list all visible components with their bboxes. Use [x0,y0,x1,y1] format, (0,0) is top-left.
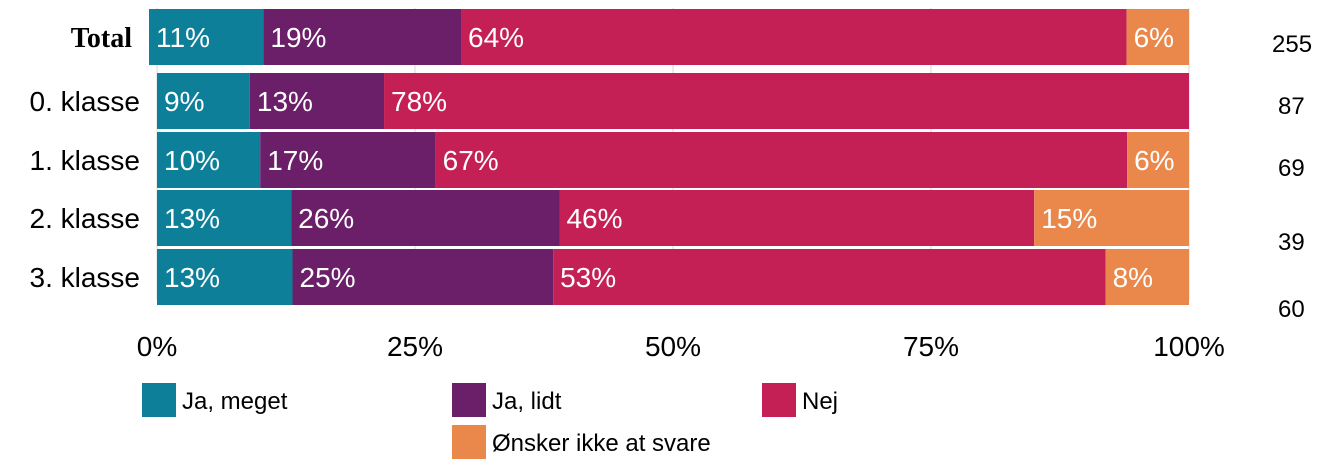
data-label-3-klasse-ja-lidt: 25% [300,262,356,293]
legend-label-ja-meget: Ja, meget [182,388,288,415]
data-label-0-klasse-ja-lidt: 13% [257,86,313,117]
data-label-total-nej: 64% [468,22,524,53]
bar-0-klasse-nej [384,73,1189,129]
data-label-1-klasse-ja-lidt: 17% [267,145,323,176]
bars: 11% 19% 64% 6% 9% 13% 78% 10% 17% 67% 6% 13% 26% 46% 1… [149,9,1189,305]
data-label-2-klasse-onsker-ikke-at-svare: 15% [1041,203,1097,234]
bar-3-klasse-nej [553,249,1106,305]
data-label-1-klasse-onsker-ikke-at-svare: 6% [1134,145,1174,176]
data-label-0-klasse-nej: 78% [391,86,447,117]
bar-1-klasse-ja-lidt [260,132,436,188]
data-label-total-ja-meget: 11% [156,22,210,53]
data-label-3-klasse-ja-meget: 13% [164,262,220,293]
legend-swatch-ja-meget [142,383,176,417]
legend-swatch-ja-lidt [452,383,486,417]
category-label-1-klasse: 1. klasse [30,145,141,176]
data-label-2-klasse-nej: 46% [566,203,622,234]
bar-1-klasse-nej [435,132,1128,188]
data-label-1-klasse-ja-meget: 10% [164,145,220,176]
bar-total-ja-lidt [263,9,461,65]
legend-label-ja-lidt: Ja, lidt [492,388,562,415]
category-labels: Total 0. klasse 1. klasse 2. klasse 3. klass… [30,23,141,293]
sample-size-total: 255 [1272,31,1312,58]
bar-1-klasse-onsker-ikke-at-svare [1127,132,1189,188]
x-tick-100: 100% [1153,331,1225,362]
x-tick-75: 75% [903,331,959,362]
x-axis-tick-labels: 0% 25% 50% 75% 100% [137,331,1225,362]
legend-label-nej: Nej [802,388,838,415]
sample-size-3-klasse: 60 [1278,296,1305,323]
x-tick-0: 0% [137,331,177,362]
legend: Ja, meget Ja, lidt Nej Ønsker ikke at svare [142,383,838,459]
bar-0-klasse-ja-meget [157,73,250,129]
data-label-0-klasse-ja-meget: 9% [164,86,204,117]
category-label-0-klasse: 0. klasse [30,86,141,117]
sample-size-2-klasse: 39 [1278,229,1305,256]
bar-2-klasse-ja-meget [157,190,292,246]
data-label-2-klasse-ja-meget: 13% [164,203,220,234]
data-label-1-klasse-nej: 67% [443,145,499,176]
sample-size-1-klasse: 69 [1278,155,1305,182]
bar-3-klasse-ja-lidt [292,249,554,305]
bar-1-klasse-ja-meget [157,132,261,188]
x-tick-25: 25% [387,331,443,362]
data-label-2-klasse-ja-lidt: 26% [298,203,354,234]
bar-3-klasse-onsker-ikke-at-svare [1105,249,1189,305]
bar-2-klasse-ja-lidt [291,190,560,246]
data-label-total-onsker-ikke-at-svare: 6% [1134,22,1174,53]
bar-3-klasse-ja-meget [157,249,293,305]
bar-2-klasse-nej [559,190,1035,246]
bar-0-klasse-ja-lidt [249,73,385,129]
sample-size-0-klasse: 87 [1278,93,1305,120]
category-label-2-klasse: 2. klasse [30,203,141,234]
legend-swatch-onsker-ikke-at-svare [452,425,486,459]
legend-swatch-nej [762,383,796,417]
x-tick-50: 50% [645,331,701,362]
data-label-3-klasse-onsker-ikke-at-svare: 8% [1113,262,1153,293]
sample-size-labels: 255 87 69 39 60 [1272,31,1312,323]
bar-total-nej [461,9,1127,65]
data-label-3-klasse-nej: 53% [560,262,616,293]
bar-2-klasse-onsker-ikke-at-svare [1034,190,1189,246]
data-label-total-ja-lidt: 19% [270,22,326,53]
legend-label-onsker-ikke-at-svare: Ønsker ikke at svare [492,430,711,457]
category-label-3-klasse: 3. klasse [30,262,141,293]
category-label-total: Total [71,23,132,54]
bar-total-ja-meget [149,9,264,65]
bar-total-onsker-ikke-at-svare [1126,9,1189,65]
